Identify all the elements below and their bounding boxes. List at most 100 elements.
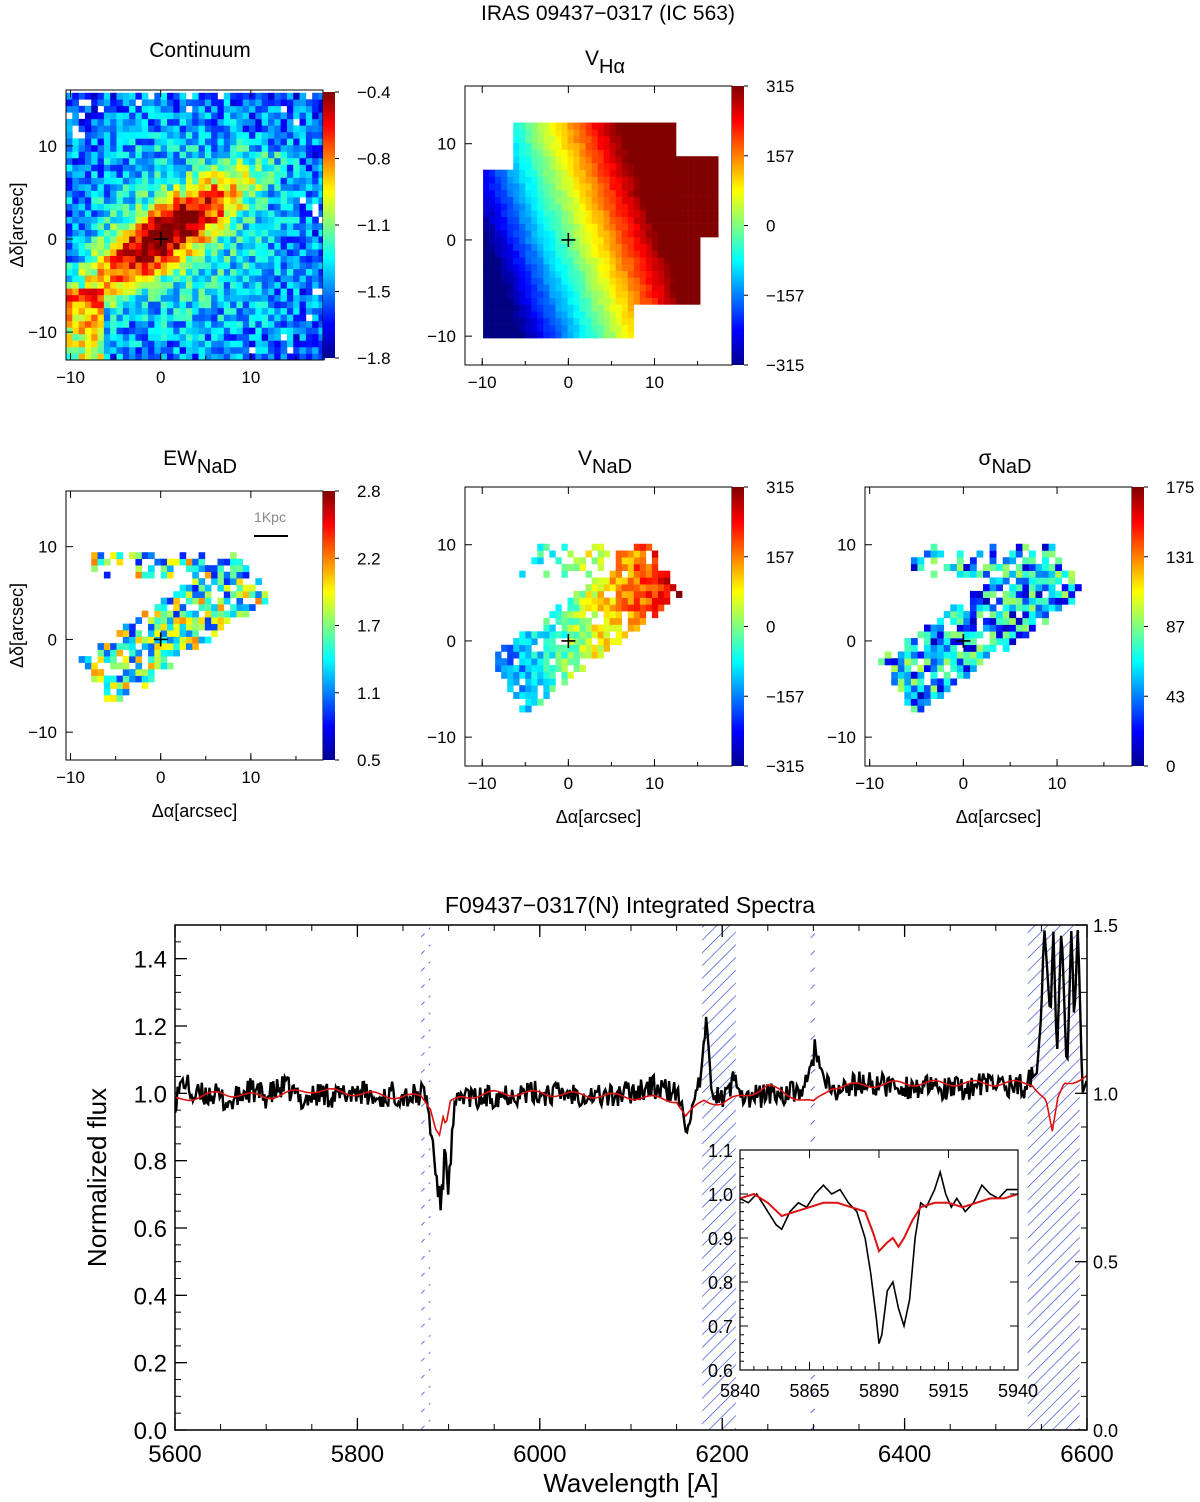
heatmap-pixel bbox=[513, 136, 520, 144]
heatmap-pixel bbox=[84, 346, 92, 354]
heatmap-pixel bbox=[633, 156, 641, 164]
heatmap-pixel bbox=[305, 262, 313, 270]
heatmap-pixel bbox=[198, 171, 206, 178]
heatmap-pixel bbox=[179, 223, 187, 230]
panel-title-subscript: NaD bbox=[991, 456, 1031, 478]
heatmap-pixel bbox=[223, 190, 231, 198]
heatmap-pixel bbox=[274, 125, 281, 133]
heatmap-pixel bbox=[663, 162, 671, 170]
heatmap-pixel bbox=[255, 301, 262, 309]
heatmap-pixel bbox=[669, 257, 677, 265]
heatmap-pixel bbox=[513, 129, 520, 137]
heatmap-pixel bbox=[116, 112, 124, 120]
heatmap-pixel bbox=[615, 176, 623, 184]
heatmap-pixel bbox=[242, 151, 250, 159]
heatmap-pixel bbox=[249, 190, 256, 198]
heatmap-pixel bbox=[198, 164, 206, 172]
heatmap-pixel bbox=[1035, 584, 1043, 592]
x-tick-label: 0 bbox=[564, 774, 573, 793]
heatmap-pixel bbox=[950, 563, 958, 571]
heatmap-pixel bbox=[639, 263, 647, 272]
heatmap-pixel bbox=[318, 92, 326, 100]
x-tick-label: 10 bbox=[645, 373, 664, 392]
heatmap-pixel bbox=[651, 557, 659, 565]
heatmap-pixel bbox=[579, 230, 586, 238]
heatmap-pixel bbox=[97, 118, 105, 126]
heatmap-pixel bbox=[116, 688, 124, 696]
heatmap-pixel bbox=[267, 294, 275, 302]
heatmap-pixel bbox=[255, 333, 262, 341]
heatmap-pixel bbox=[78, 144, 86, 152]
heatmap-pixel bbox=[267, 327, 275, 335]
heatmap-pixel bbox=[567, 284, 574, 292]
heatmap-pixel bbox=[609, 284, 617, 292]
heatmap-pixel bbox=[1061, 584, 1069, 592]
heatmap-pixel bbox=[549, 129, 556, 137]
heatmap-pixel bbox=[904, 658, 912, 666]
heatmap-pixel bbox=[66, 320, 73, 328]
heatmap-pixel bbox=[179, 552, 187, 560]
heatmap-pixel bbox=[103, 571, 111, 579]
heatmap-pixel bbox=[103, 675, 111, 683]
heatmap-pixel bbox=[305, 151, 313, 159]
heatmap-pixel bbox=[657, 604, 665, 612]
heatmap-pixel bbox=[1055, 577, 1063, 585]
heatmap-pixel bbox=[192, 281, 199, 289]
heatmap-pixel bbox=[217, 597, 225, 605]
heatmap-pixel bbox=[669, 277, 677, 285]
heatmap-pixel bbox=[573, 156, 580, 164]
heatmap-pixel bbox=[519, 644, 526, 652]
heatmap-pixel bbox=[507, 223, 514, 231]
heatmap-pixel bbox=[633, 263, 641, 272]
heatmap-pixel bbox=[549, 176, 556, 184]
heatmap-pixel bbox=[122, 643, 130, 650]
heatmap-pixel bbox=[103, 656, 111, 663]
heatmap-pixel bbox=[135, 307, 143, 315]
heatmap-pixel bbox=[129, 242, 136, 250]
heatmap-pixel bbox=[621, 237, 629, 245]
heatmap-pixel bbox=[185, 275, 193, 283]
heatmap-pixel bbox=[274, 210, 281, 217]
heatmap-pixel bbox=[154, 92, 161, 100]
heatmap-pixel bbox=[549, 223, 556, 231]
heatmap-pixel bbox=[597, 563, 604, 571]
heatmap-pixel bbox=[639, 284, 647, 292]
heatmap-pixel bbox=[148, 118, 155, 126]
y-tick-label: 10 bbox=[837, 536, 856, 555]
heatmap-pixel bbox=[483, 331, 490, 339]
heatmap-pixel bbox=[513, 189, 520, 197]
heatmap-pixel bbox=[639, 290, 647, 298]
heatmap-pixel bbox=[519, 691, 526, 699]
heatmap-pixel bbox=[489, 203, 496, 211]
heatmap-pixel bbox=[621, 631, 629, 639]
heatmap-pixel bbox=[579, 631, 586, 639]
heatmap-pixel bbox=[633, 216, 641, 224]
heatmap-pixel bbox=[122, 112, 130, 120]
heatmap-pixel bbox=[66, 190, 73, 198]
heatmap-pixel bbox=[116, 630, 124, 637]
heatmap-pixel bbox=[78, 249, 86, 257]
heatmap-pixel bbox=[242, 197, 250, 204]
heatmap-pixel bbox=[639, 550, 647, 558]
heatmap-pixel bbox=[573, 142, 580, 150]
heatmap-pixel bbox=[507, 304, 514, 312]
heatmap-pixel bbox=[166, 623, 174, 631]
heatmap-pixel bbox=[185, 249, 193, 257]
heatmap-pixel bbox=[318, 236, 326, 243]
heatmap-pixel bbox=[160, 314, 168, 322]
heatmap-pixel bbox=[651, 577, 659, 585]
heatmap-pixel bbox=[549, 183, 556, 191]
heatmap-pixel bbox=[507, 324, 514, 332]
heatmap-pixel bbox=[676, 257, 683, 265]
heatmap-pixel bbox=[242, 255, 250, 263]
heatmap-pixel bbox=[305, 320, 313, 328]
heatmap-pixel bbox=[286, 320, 294, 328]
heatmap-pixel bbox=[621, 189, 629, 197]
heatmap-pixel bbox=[135, 92, 143, 100]
heatmap-pixel bbox=[537, 142, 544, 150]
heatmap-pixel bbox=[615, 149, 623, 157]
heatmap-pixel bbox=[519, 705, 526, 713]
heatmap-pixel bbox=[211, 249, 218, 257]
heatmap-pixel bbox=[694, 223, 701, 231]
heatmap-pixel bbox=[651, 176, 659, 184]
